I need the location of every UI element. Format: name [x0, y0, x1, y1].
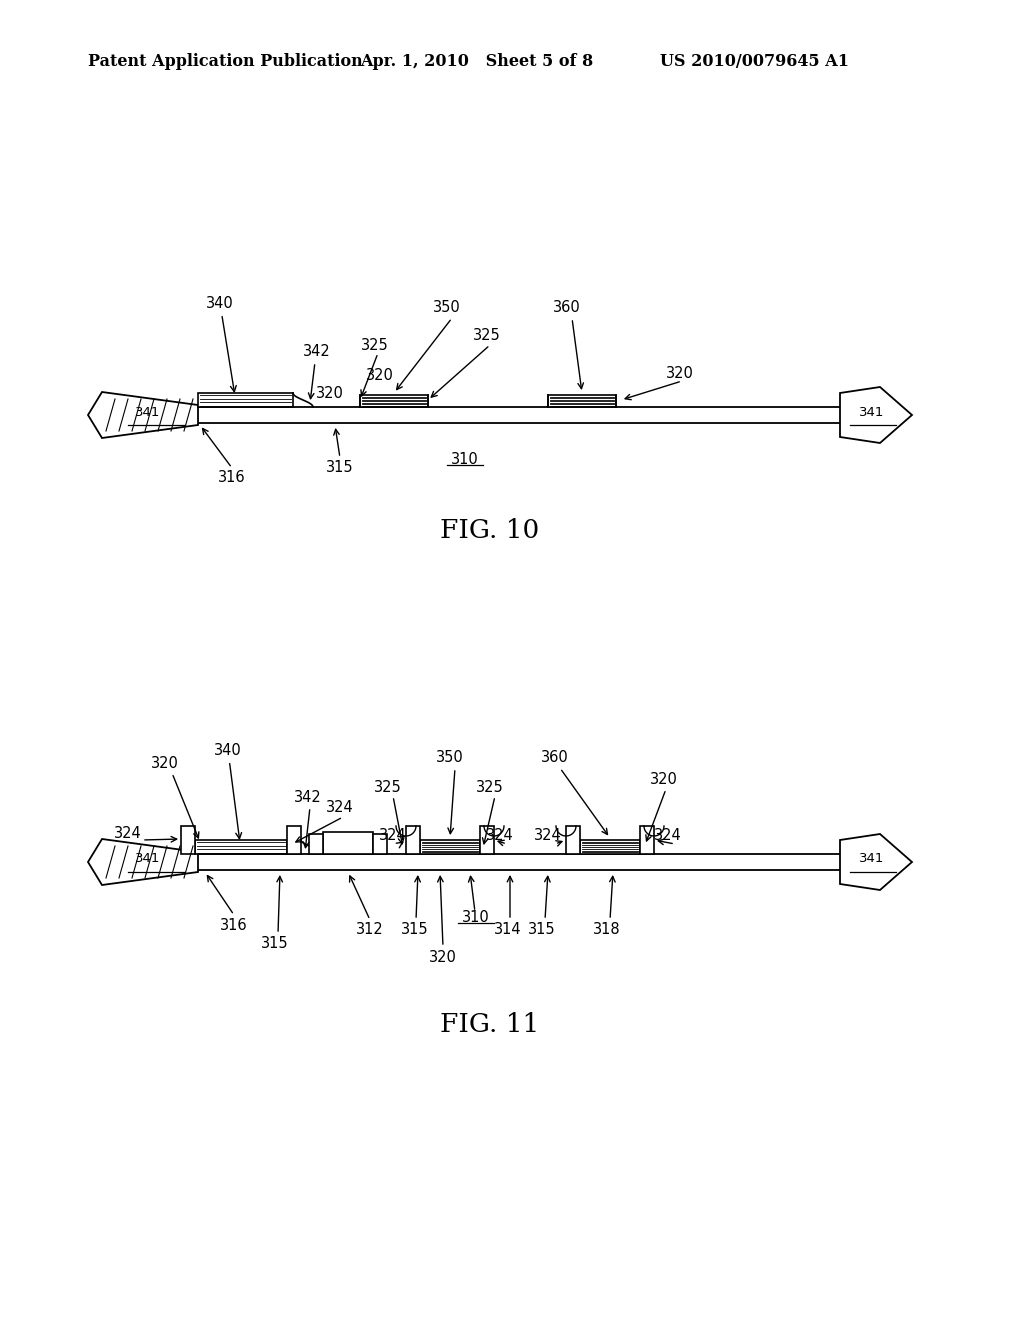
Bar	[640, 826, 654, 854]
Text: 316: 316	[220, 917, 248, 932]
Text: 320: 320	[666, 366, 694, 380]
Text: 325: 325	[473, 327, 501, 342]
Text: 341: 341	[859, 405, 885, 418]
Bar	[198, 393, 293, 407]
Text: 341: 341	[135, 853, 161, 866]
Text: 325: 325	[361, 338, 389, 352]
Text: 324: 324	[379, 829, 407, 843]
Text: 314: 314	[495, 923, 522, 937]
Text: 340: 340	[214, 743, 242, 838]
Text: 316: 316	[218, 470, 246, 486]
Text: 320: 320	[650, 772, 678, 788]
Text: FIG. 11: FIG. 11	[440, 1012, 540, 1038]
Polygon shape	[88, 840, 198, 884]
Text: US 2010/0079645 A1: US 2010/0079645 A1	[660, 54, 849, 70]
Text: 342: 342	[303, 345, 331, 359]
Bar	[548, 395, 616, 407]
Polygon shape	[840, 387, 912, 444]
Bar	[420, 840, 480, 854]
Text: 324: 324	[535, 829, 562, 843]
Bar	[360, 395, 428, 407]
Text: 360: 360	[541, 751, 569, 766]
Text: 350: 350	[433, 301, 461, 315]
Bar	[309, 834, 323, 854]
Text: 312: 312	[356, 923, 384, 937]
Bar	[181, 826, 195, 854]
Text: 324: 324	[114, 825, 142, 841]
Text: 360: 360	[553, 301, 581, 315]
Text: 320: 320	[316, 385, 344, 400]
Text: 315: 315	[327, 461, 354, 475]
Text: Patent Application Publication: Patent Application Publication	[88, 54, 362, 70]
Text: 324: 324	[326, 800, 354, 816]
Text: 320: 320	[152, 755, 179, 771]
Text: 340: 340	[206, 296, 237, 392]
Text: 325: 325	[374, 780, 401, 795]
Text: 310: 310	[452, 453, 479, 467]
Bar	[580, 840, 640, 854]
Text: 341: 341	[135, 405, 161, 418]
Text: 315: 315	[261, 936, 289, 952]
Text: 342: 342	[294, 789, 322, 804]
Bar	[287, 826, 301, 854]
Text: FIG. 10: FIG. 10	[440, 517, 540, 543]
Bar	[323, 832, 373, 854]
Text: 341: 341	[859, 853, 885, 866]
Bar	[406, 826, 420, 854]
Text: 324: 324	[486, 829, 514, 843]
Text: 320: 320	[429, 949, 457, 965]
Text: 320: 320	[366, 367, 394, 383]
Text: 350: 350	[436, 751, 464, 766]
Text: Apr. 1, 2010   Sheet 5 of 8: Apr. 1, 2010 Sheet 5 of 8	[360, 54, 593, 70]
Polygon shape	[88, 392, 198, 438]
Bar	[373, 834, 387, 854]
Bar	[480, 826, 494, 854]
Polygon shape	[840, 834, 912, 890]
Bar	[566, 826, 580, 854]
Text: 325: 325	[476, 780, 504, 795]
Text: 315: 315	[401, 923, 429, 937]
Text: 324: 324	[654, 829, 682, 843]
Text: 318: 318	[593, 923, 621, 937]
Text: 310: 310	[462, 911, 489, 925]
Bar	[195, 840, 287, 854]
Text: 315: 315	[528, 923, 556, 937]
